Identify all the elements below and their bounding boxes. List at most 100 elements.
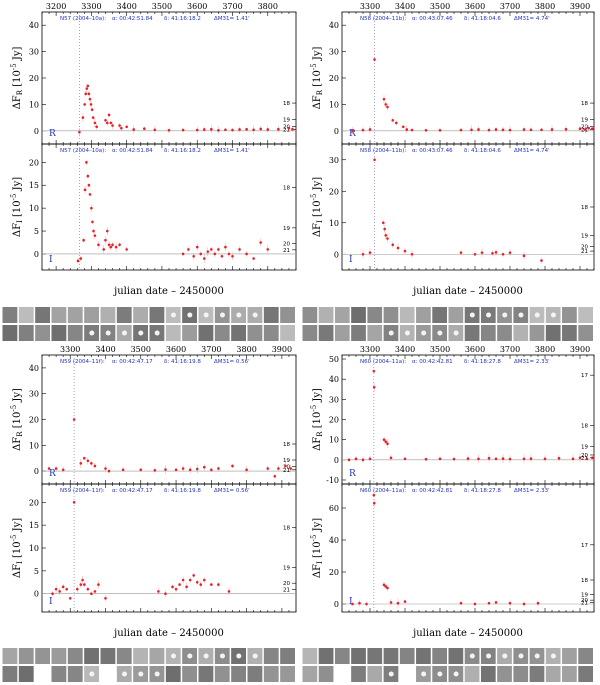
data-point xyxy=(107,243,111,247)
data-point xyxy=(90,592,93,596)
right-ascension: α: 00:42:51.84 xyxy=(112,148,153,154)
data-point xyxy=(424,457,428,461)
data-point xyxy=(291,127,294,131)
m31-distance: ΔM31= 4.74' xyxy=(514,148,550,154)
data-point xyxy=(81,578,84,582)
magnitude-label: 20 xyxy=(283,241,290,247)
postage-stamp xyxy=(318,307,334,323)
stamp-source xyxy=(421,671,427,677)
postage-stamp xyxy=(2,307,18,323)
postage-stamp xyxy=(578,325,593,341)
magnitude-label: 21 xyxy=(581,249,588,255)
magnitude-label: 21 xyxy=(581,456,588,462)
y-tick-label: -10 xyxy=(326,476,339,485)
x-tick-label: 3600 xyxy=(187,2,207,11)
postage-stamp xyxy=(302,666,318,682)
data-point xyxy=(396,246,400,250)
declination: δ: 41:18:27.8 xyxy=(464,359,501,365)
postage-stamp xyxy=(497,666,512,682)
data-point xyxy=(477,457,480,461)
data-point xyxy=(287,126,291,130)
nova-designation: N58 (2004–11b): xyxy=(360,148,406,154)
plot-frame xyxy=(341,11,595,145)
data-point xyxy=(167,128,171,132)
data-point xyxy=(97,243,100,247)
data-point xyxy=(104,596,107,600)
magnitude-label: 18 xyxy=(283,525,290,531)
data-point xyxy=(494,128,498,131)
nova-designation: N59 (2004–11f): xyxy=(60,488,105,494)
x-tick-label: 3600 xyxy=(166,345,186,354)
data-point xyxy=(578,127,582,130)
y-tick-label: 40 xyxy=(29,364,39,373)
postage-stamp xyxy=(133,648,148,664)
stamp-source xyxy=(187,312,193,318)
stamp-source xyxy=(486,653,492,659)
data-point xyxy=(93,234,97,237)
magnitude-label: 20 xyxy=(581,245,588,251)
x-tick-label: 3800 xyxy=(236,345,256,354)
plot-frame xyxy=(341,354,595,485)
stamp-source xyxy=(437,671,443,677)
magnitude-label: 19 xyxy=(581,445,588,451)
y-tick-label: 0 xyxy=(34,590,39,599)
data-point xyxy=(202,128,206,131)
stamp-source xyxy=(534,312,540,318)
data-point xyxy=(590,456,594,460)
data-point xyxy=(132,128,136,131)
postage-stamp xyxy=(84,307,99,323)
data-point xyxy=(384,440,388,443)
data-point xyxy=(93,464,97,468)
stamp-source xyxy=(154,671,160,677)
postage-stamp-strip xyxy=(2,666,295,682)
data-point xyxy=(199,583,203,586)
data-point xyxy=(438,457,442,461)
data-point xyxy=(459,601,463,605)
y-tick-label: 20 xyxy=(29,498,39,507)
stamp-source xyxy=(388,671,394,677)
x-tick-label: 3700 xyxy=(222,2,242,11)
postage-stamp xyxy=(67,325,83,341)
data-point xyxy=(104,467,107,470)
x-tick-label: 3400 xyxy=(395,345,415,354)
data-point xyxy=(93,590,97,593)
data-point xyxy=(224,128,227,132)
data-point xyxy=(522,602,526,606)
postage-stamp xyxy=(562,307,577,323)
magnitude-label: 19 xyxy=(283,566,290,572)
data-point xyxy=(202,257,206,260)
data-point xyxy=(213,252,217,256)
postage-stamp xyxy=(67,307,83,323)
data-point xyxy=(266,128,270,131)
data-point xyxy=(252,128,255,132)
data-point xyxy=(54,467,58,470)
x-axis-label: julian date – 2450000 xyxy=(113,286,224,297)
data-point xyxy=(174,587,178,591)
band-label: I xyxy=(49,597,53,607)
data-point xyxy=(585,457,589,461)
stamp-source xyxy=(252,653,258,659)
data-point xyxy=(389,601,393,604)
postage-stamp xyxy=(263,307,279,323)
data-point xyxy=(217,128,220,132)
y-tick-label: 15 xyxy=(29,181,39,190)
postage-stamp-strip xyxy=(302,325,593,341)
data-point xyxy=(410,128,414,132)
stamp-source xyxy=(236,653,242,659)
x-axis-label: julian date – 2450000 xyxy=(113,628,224,639)
stamp-source xyxy=(89,671,95,677)
data-point xyxy=(391,243,395,247)
data-point xyxy=(487,601,491,605)
stamp-source xyxy=(105,330,111,336)
x-tick-label: 3300 xyxy=(81,2,101,11)
m31-distance: ΔM31= 0.56' xyxy=(214,488,250,494)
y-tick-label: 30 xyxy=(29,390,39,399)
postage-stamp xyxy=(562,648,577,664)
data-point xyxy=(550,128,554,131)
data-point xyxy=(118,243,121,247)
data-point xyxy=(81,116,85,119)
data-point xyxy=(396,601,400,605)
declination: δ: 41:16:19.8 xyxy=(164,488,201,494)
data-point xyxy=(424,128,428,132)
